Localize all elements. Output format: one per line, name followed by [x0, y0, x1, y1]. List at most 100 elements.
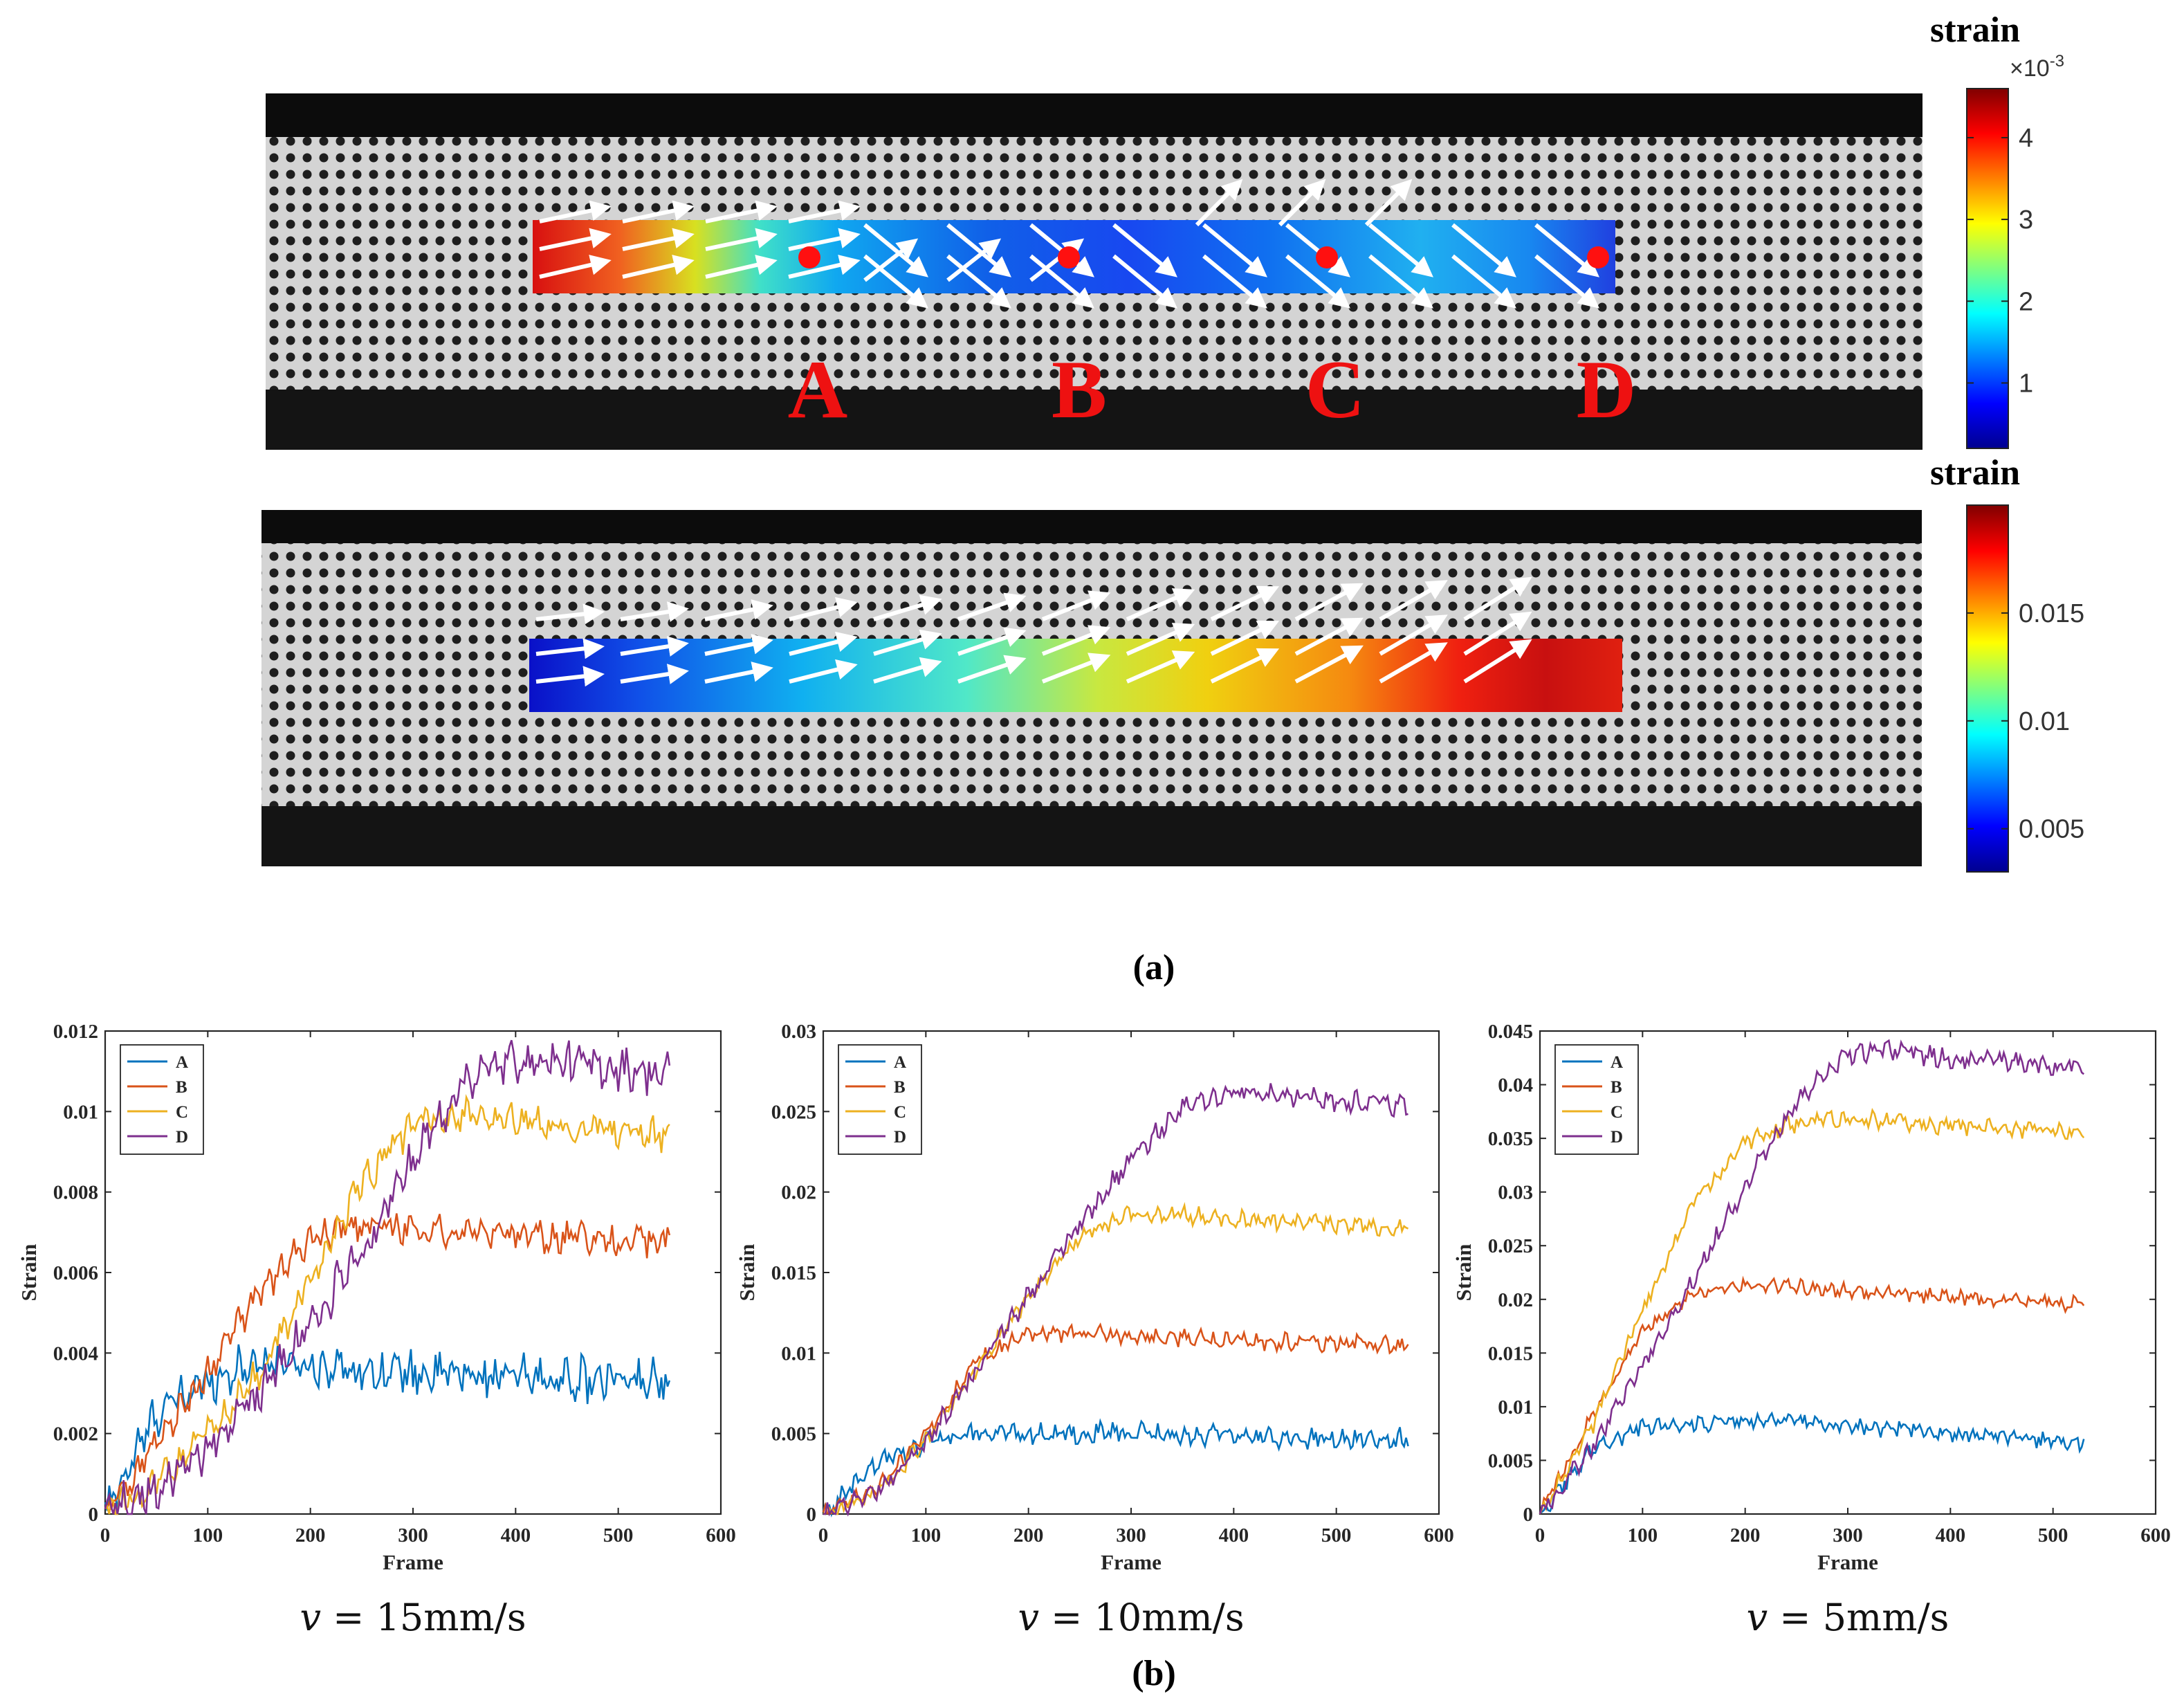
legend-label-d: D — [894, 1128, 906, 1147]
series-line-c — [104, 1093, 670, 1515]
bottom-arrow — [620, 664, 689, 684]
legend-label-c: C — [894, 1103, 906, 1122]
series-line-d — [1539, 1039, 2085, 1515]
specimen-image-top: A B C D — [266, 93, 1923, 450]
x-tick-label: 500 — [2038, 1524, 2068, 1547]
bottom-arrow — [704, 662, 773, 684]
bottom-arrow — [873, 657, 942, 684]
bottom-arrow — [620, 636, 689, 657]
bottom-arrow — [1041, 625, 1111, 656]
legend-label-b: B — [176, 1078, 187, 1097]
plot-area — [104, 1030, 722, 1515]
y-tick-label: 0.01 — [781, 1342, 816, 1365]
bottom-arrow — [1463, 576, 1532, 621]
bottom-arrow — [1210, 620, 1280, 656]
colorbar-bottom-gradient — [1966, 504, 2009, 873]
x-axis-label: Frame — [1101, 1550, 1162, 1574]
colorbar-top-tick-label: 1 — [2019, 369, 2033, 398]
y-tick-label: 0.035 — [1488, 1128, 1533, 1150]
point-marker-c — [1316, 246, 1338, 268]
colorbar-bottom-tick-label: 0.01 — [2019, 707, 2070, 736]
x-tick-label: 0 — [818, 1524, 829, 1547]
top-arrow — [1278, 179, 1326, 227]
y-tick-label: 0.03 — [1498, 1182, 1533, 1204]
measurement-points — [798, 246, 1609, 268]
colorbar-top-exponent: ×10-3 — [2010, 52, 2064, 82]
bottom-arrow — [620, 601, 689, 622]
bottom-arrow — [1463, 639, 1532, 684]
top-arrow — [1202, 254, 1267, 309]
top-arrow — [539, 228, 612, 251]
top-arrow — [863, 254, 928, 309]
bottom-arrow — [535, 603, 605, 625]
y-tick-label: 0.005 — [1488, 1450, 1533, 1472]
top-arrow — [863, 223, 928, 277]
bottom-arrow — [1210, 585, 1280, 621]
top-arrow — [1368, 254, 1433, 309]
x-tick-label: 300 — [1833, 1524, 1863, 1547]
point-label-d: D — [1577, 343, 1637, 435]
legend-label-c: C — [176, 1103, 188, 1122]
top-arrow — [1285, 254, 1350, 309]
legend-label-d: D — [176, 1128, 188, 1147]
bottom-arrow — [1294, 583, 1364, 621]
top-arrow — [946, 223, 1011, 277]
bottom-arrow — [1294, 617, 1364, 656]
bottom-arrow — [957, 592, 1027, 621]
y-tick-label: 0.04 — [1498, 1075, 1533, 1097]
series-line-a — [822, 1418, 1409, 1518]
bottom-arrow — [1041, 653, 1111, 684]
x-tick-label: 600 — [706, 1524, 736, 1547]
x-tick-label: 500 — [603, 1524, 634, 1547]
y-tick-label: 0.005 — [771, 1423, 816, 1446]
x-tick-label: 200 — [295, 1524, 326, 1547]
y-tick-label: 0.002 — [53, 1423, 98, 1446]
top-arrow — [1112, 254, 1177, 309]
x-tick-label: 600 — [1424, 1524, 1454, 1547]
bottom-arrow — [1126, 588, 1195, 621]
y-tick-label: 0.045 — [1488, 1021, 1533, 1043]
y-axis-label: Strain — [735, 1244, 759, 1302]
top-arrow — [1195, 179, 1243, 227]
y-tick-label: 0.004 — [53, 1342, 98, 1365]
bottom-arrow — [873, 594, 942, 621]
top-arrow — [1285, 223, 1350, 277]
top-arrow — [788, 255, 861, 279]
specimen-image-bottom — [261, 510, 1922, 866]
y-tick-label: 0.01 — [63, 1101, 98, 1123]
y-tick-label: 0.008 — [53, 1182, 98, 1204]
colorbar-top-title: strain — [1930, 10, 2020, 50]
bottom-arrow — [1379, 614, 1448, 656]
top-arrow — [1029, 223, 1094, 277]
x-tick-label: 400 — [501, 1524, 531, 1547]
panel-b-caption: (b) — [1132, 1654, 1176, 1693]
displacement-arrows-bottom — [535, 576, 1532, 687]
bottom-arrow — [535, 638, 605, 659]
x-tick-label: 100 — [1628, 1524, 1658, 1547]
top-arrow — [863, 238, 919, 282]
series-line-b — [822, 1322, 1409, 1515]
bottom-arrow — [789, 596, 858, 621]
point-label-c: C — [1305, 343, 1366, 435]
top-arrow — [1364, 179, 1413, 227]
top-arrow — [1112, 223, 1177, 277]
plot-area — [1539, 1030, 2157, 1515]
y-tick-label: 0.006 — [53, 1262, 98, 1284]
top-arrow — [705, 255, 778, 279]
chart-caption: v = 10mm/s — [1018, 1596, 1244, 1639]
top-arrow — [1451, 223, 1516, 277]
bottom-arrow — [957, 627, 1027, 656]
top-arrow — [1534, 254, 1599, 309]
x-tick-label: 400 — [1219, 1524, 1249, 1547]
top-arrow — [1451, 254, 1516, 309]
legend-label-a: A — [1611, 1053, 1623, 1072]
strain-field-overlay-bottom — [529, 639, 1622, 712]
series-line-b — [1539, 1275, 2085, 1515]
colorbar-top-gradient — [1966, 88, 2009, 449]
bottom-arrow — [1126, 650, 1195, 684]
top-arrow — [705, 200, 778, 224]
chart-caption: v = 15mm/s — [300, 1596, 526, 1639]
x-tick-label: 200 — [1730, 1524, 1761, 1547]
point-marker-b — [1058, 246, 1080, 268]
